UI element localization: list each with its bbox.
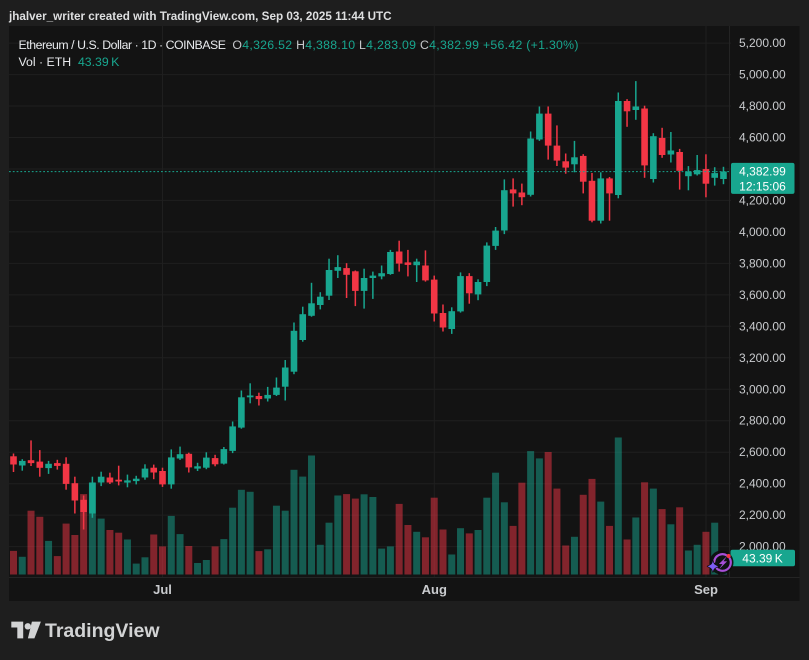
svg-text:Jul: Jul (153, 582, 172, 597)
svg-text:4,000.00: 4,000.00 (739, 225, 786, 239)
svg-text:3,400.00: 3,400.00 (739, 319, 786, 333)
svg-text:4,200.00: 4,200.00 (739, 193, 786, 207)
svg-text:3,000.00: 3,000.00 (739, 382, 786, 396)
svg-text:2,600.00: 2,600.00 (739, 445, 786, 459)
svg-text:Aug: Aug (422, 582, 447, 597)
svg-text:2,400.00: 2,400.00 (739, 477, 786, 491)
svg-text:43.39 K: 43.39 K (742, 551, 782, 565)
svg-text:5,000.00: 5,000.00 (739, 68, 786, 82)
svg-text:4,800.00: 4,800.00 (739, 99, 786, 113)
svg-text:Sep: Sep (694, 582, 718, 597)
svg-text:3,800.00: 3,800.00 (739, 256, 786, 270)
svg-text:12:15:06: 12:15:06 (739, 180, 786, 194)
svg-text:2,800.00: 2,800.00 (739, 414, 786, 428)
svg-text:3,200.00: 3,200.00 (739, 351, 786, 365)
svg-text:2,200.00: 2,200.00 (739, 508, 786, 522)
svg-text:5,200.00: 5,200.00 (739, 36, 786, 50)
svg-text:3,600.00: 3,600.00 (739, 288, 786, 302)
svg-text:4,600.00: 4,600.00 (739, 131, 786, 145)
svg-text:4,382.99: 4,382.99 (739, 165, 786, 179)
